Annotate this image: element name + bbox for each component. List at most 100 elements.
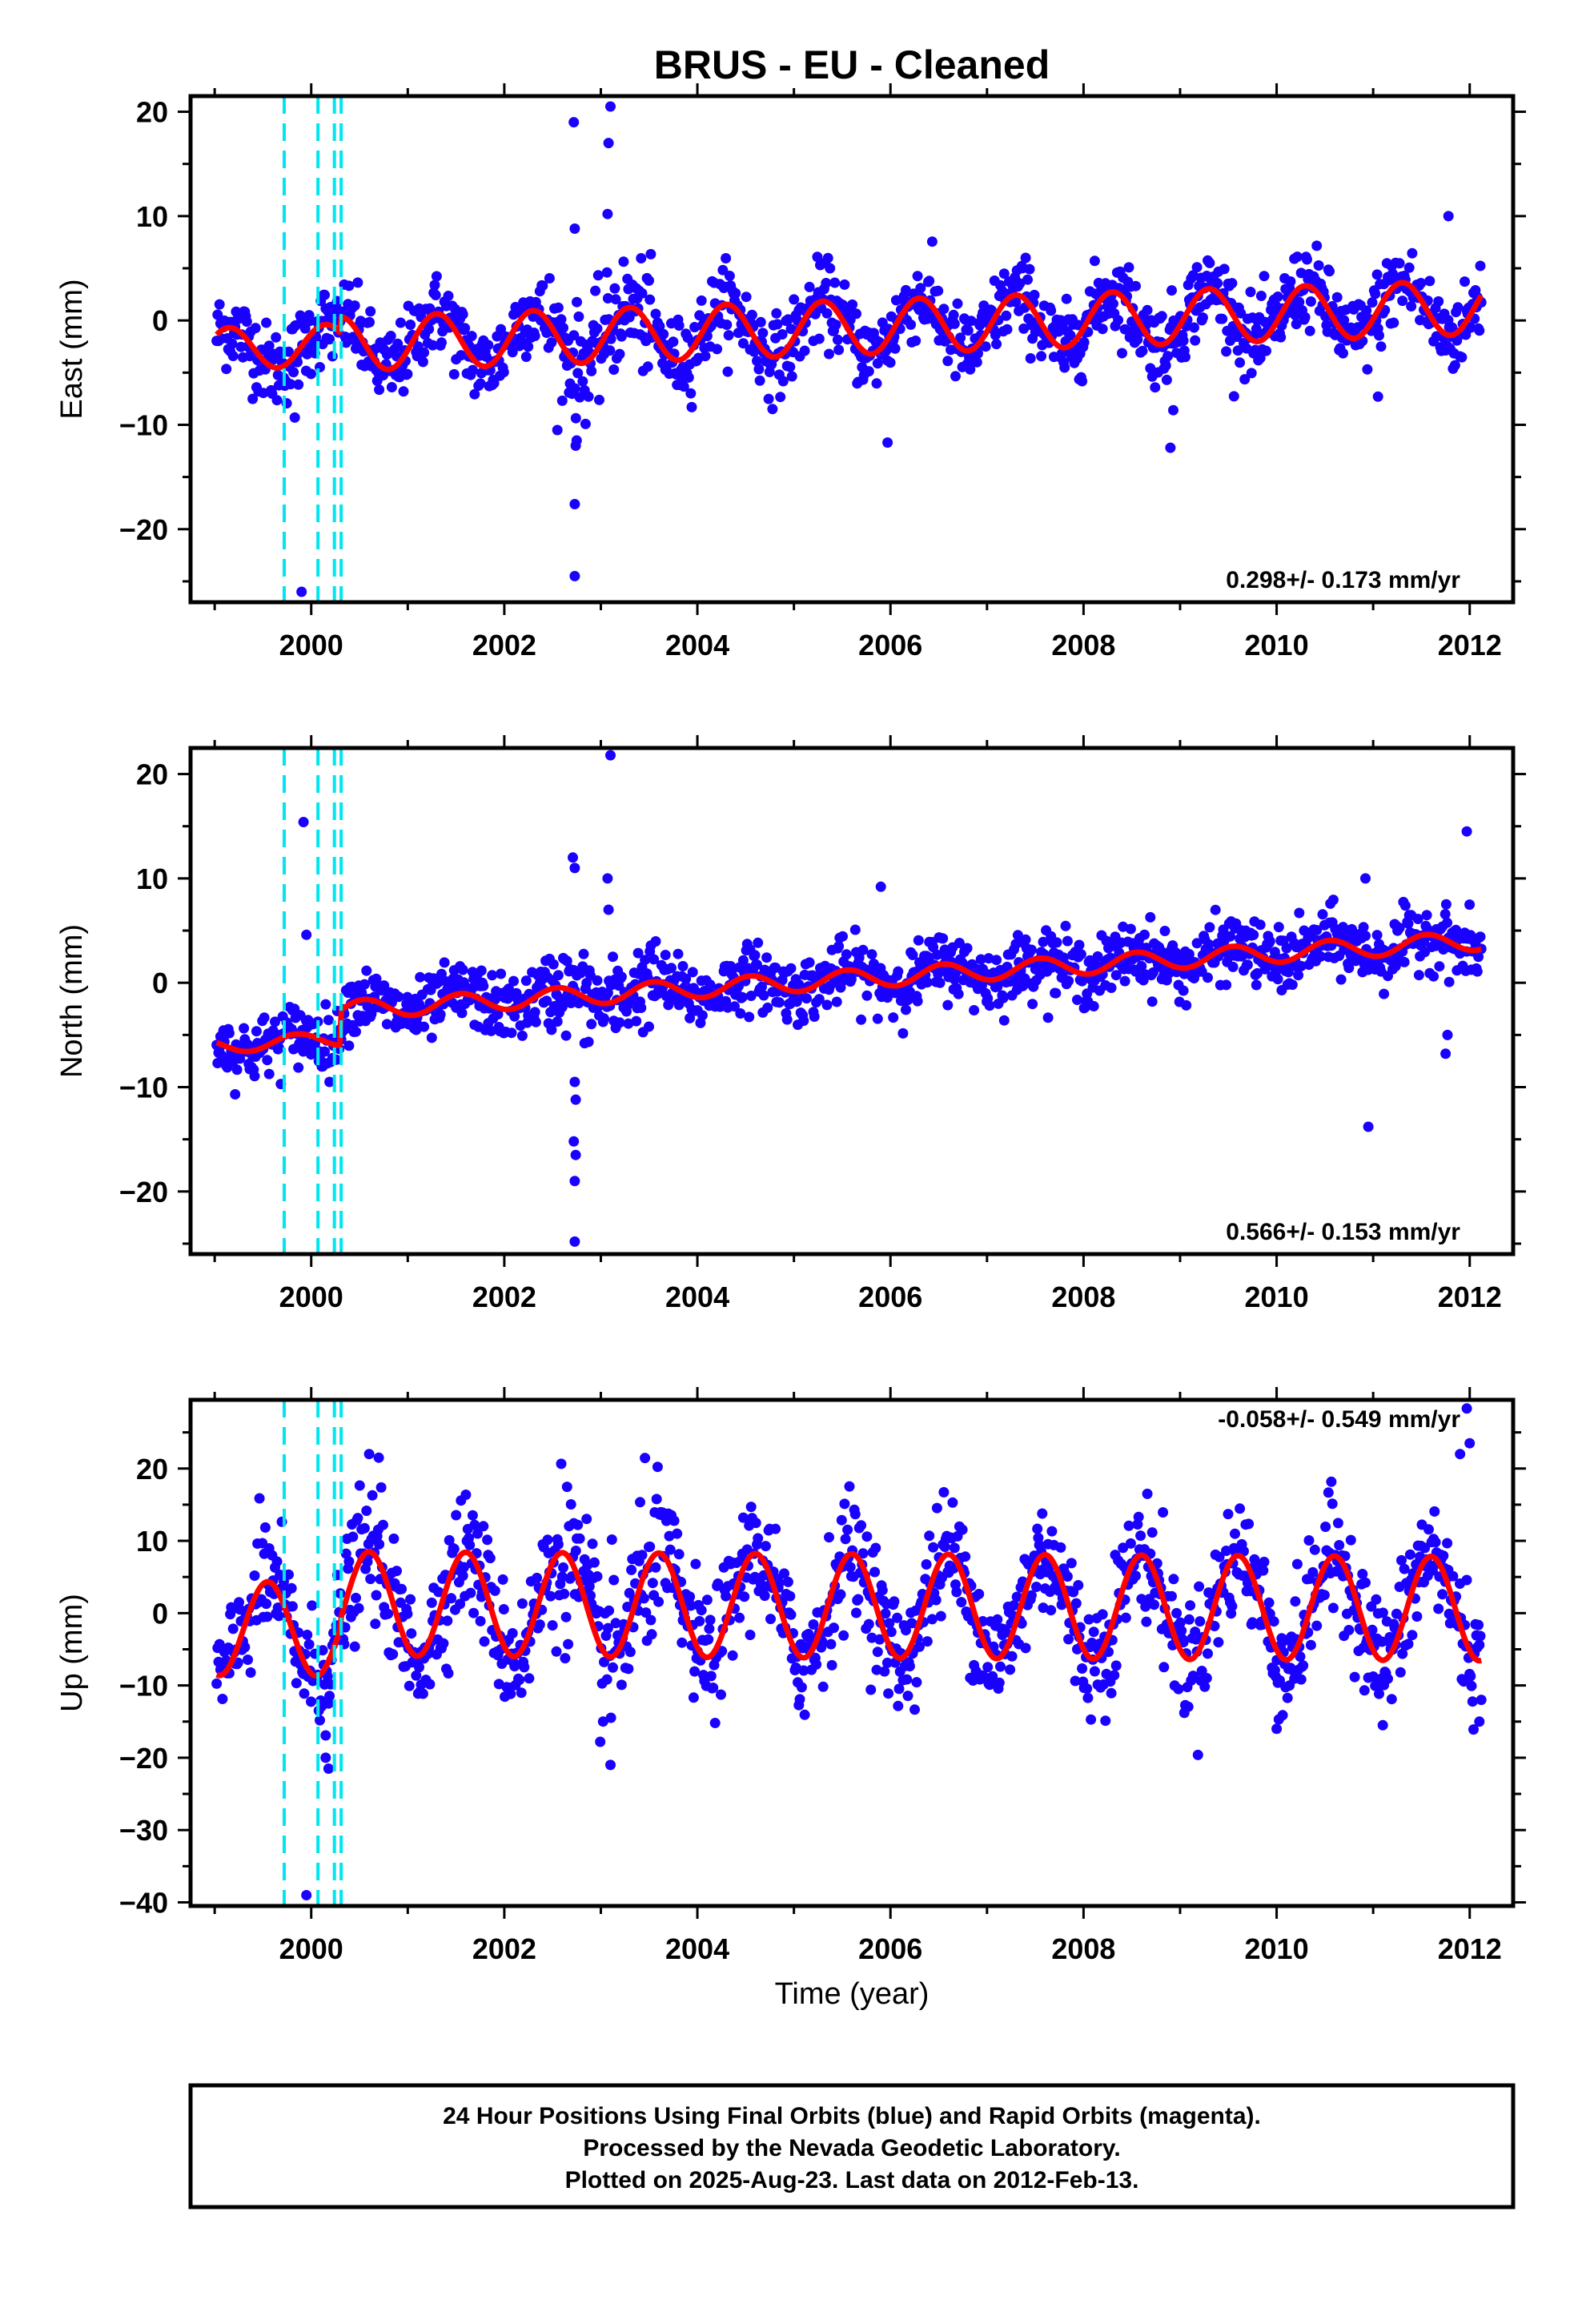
up-data-point: [883, 1688, 894, 1699]
north-data-point: [1191, 938, 1203, 949]
north-x-tick-label: 2012: [1438, 1281, 1502, 1313]
north-data-point: [931, 949, 942, 960]
north-data-point: [1012, 930, 1023, 941]
north-data-point: [1072, 995, 1082, 1005]
up-data-point: [516, 1687, 527, 1699]
up-outlier-point: [320, 1752, 331, 1763]
up-data-point: [602, 1622, 613, 1634]
north-data-point: [1242, 959, 1253, 971]
up-data-point: [1063, 1634, 1074, 1645]
north-data-point: [685, 1012, 696, 1023]
up-data-point: [863, 1618, 874, 1630]
up-data-point: [885, 1626, 897, 1638]
up-data-point: [1046, 1526, 1058, 1537]
east-data-point: [1014, 278, 1026, 289]
north-data-point: [798, 1015, 809, 1027]
north-data-point: [735, 1008, 746, 1019]
up-data-point: [721, 1590, 732, 1602]
north-data-point: [1252, 967, 1263, 979]
east-data-point: [602, 293, 613, 304]
up-data-point: [745, 1630, 756, 1640]
east-data-point: [678, 381, 689, 392]
east-data-point: [1061, 293, 1072, 304]
east-data-point: [299, 323, 311, 334]
up-data-point: [709, 1718, 721, 1728]
up-data-point: [647, 1578, 658, 1589]
up-data-point: [464, 1539, 476, 1550]
up-data-point: [396, 1583, 408, 1594]
east-data-point: [775, 392, 786, 403]
east-data-point: [349, 300, 360, 312]
up-data-point: [1227, 1601, 1238, 1612]
east-outlier-point: [602, 208, 613, 219]
north-data-point: [1283, 967, 1294, 978]
up-data-point: [1383, 1673, 1393, 1684]
up-data-point: [845, 1562, 856, 1573]
up-data-point: [677, 1637, 688, 1648]
north-data-point: [928, 942, 939, 953]
east-data-point: [962, 325, 974, 336]
east-data-point: [730, 287, 741, 299]
up-data-point: [1268, 1616, 1279, 1627]
east-data-point: [569, 383, 580, 394]
up-data-point: [829, 1622, 839, 1634]
up-data-point: [283, 1569, 294, 1580]
north-data-point: [1421, 910, 1432, 921]
east-data-point: [306, 368, 316, 380]
up-data-point: [877, 1585, 888, 1596]
east-data-point: [1204, 257, 1215, 268]
up-data-point: [1073, 1580, 1084, 1590]
north-data-point: [583, 1036, 594, 1047]
east-data-point: [767, 404, 778, 415]
north-data-point: [697, 1010, 708, 1021]
north-data-point: [969, 1005, 980, 1015]
east-data-point: [1291, 251, 1303, 263]
north-data-point: [785, 963, 797, 974]
north-data-point: [1403, 918, 1414, 929]
north-data-point: [426, 1032, 437, 1043]
east-data-point: [1272, 292, 1283, 302]
east-data-point: [668, 336, 679, 348]
north-data-point: [1413, 970, 1424, 981]
up-data-point: [901, 1674, 913, 1685]
up-outlier-point: [373, 1452, 384, 1463]
east-data-point: [777, 329, 788, 340]
east-data-point: [1212, 278, 1223, 289]
north-data-point: [235, 1053, 246, 1064]
east-data-point: [753, 364, 765, 375]
up-data-point: [320, 1730, 331, 1741]
east-data-point: [872, 358, 883, 369]
up-data-point: [1026, 1590, 1037, 1601]
north-data-point: [861, 990, 873, 1001]
east-data-point: [1022, 274, 1033, 285]
up-data-point: [235, 1604, 246, 1615]
up-data-point: [1367, 1624, 1378, 1635]
up-data-point: [1120, 1612, 1131, 1623]
up-data-point: [307, 1600, 318, 1611]
east-data-point: [654, 320, 665, 332]
east-data-point: [614, 348, 625, 360]
up-data-point: [689, 1666, 701, 1677]
up-data-point: [749, 1571, 761, 1582]
up-data-point: [1475, 1630, 1486, 1642]
east-data-point: [658, 328, 669, 340]
east-data-point: [271, 332, 282, 343]
east-data-point: [821, 308, 833, 319]
up-data-point: [322, 1671, 333, 1682]
east-data-point: [568, 330, 580, 341]
up-data-point: [779, 1568, 789, 1579]
east-data-point: [1162, 351, 1174, 362]
north-data-point: [1145, 911, 1156, 923]
up-data-point: [411, 1670, 422, 1681]
north-data-point: [623, 1018, 634, 1029]
up-x-tick-label: 2000: [279, 1932, 343, 1965]
up-data-point: [1277, 1710, 1288, 1721]
north-data-point: [476, 965, 487, 976]
up-data-point: [383, 1608, 394, 1619]
up-data-point: [259, 1522, 271, 1533]
east-data-point: [683, 372, 694, 383]
east-data-point: [529, 331, 540, 341]
up-data-point: [1359, 1685, 1370, 1696]
up-data-point: [1031, 1582, 1042, 1592]
east-data-point: [1375, 341, 1387, 352]
